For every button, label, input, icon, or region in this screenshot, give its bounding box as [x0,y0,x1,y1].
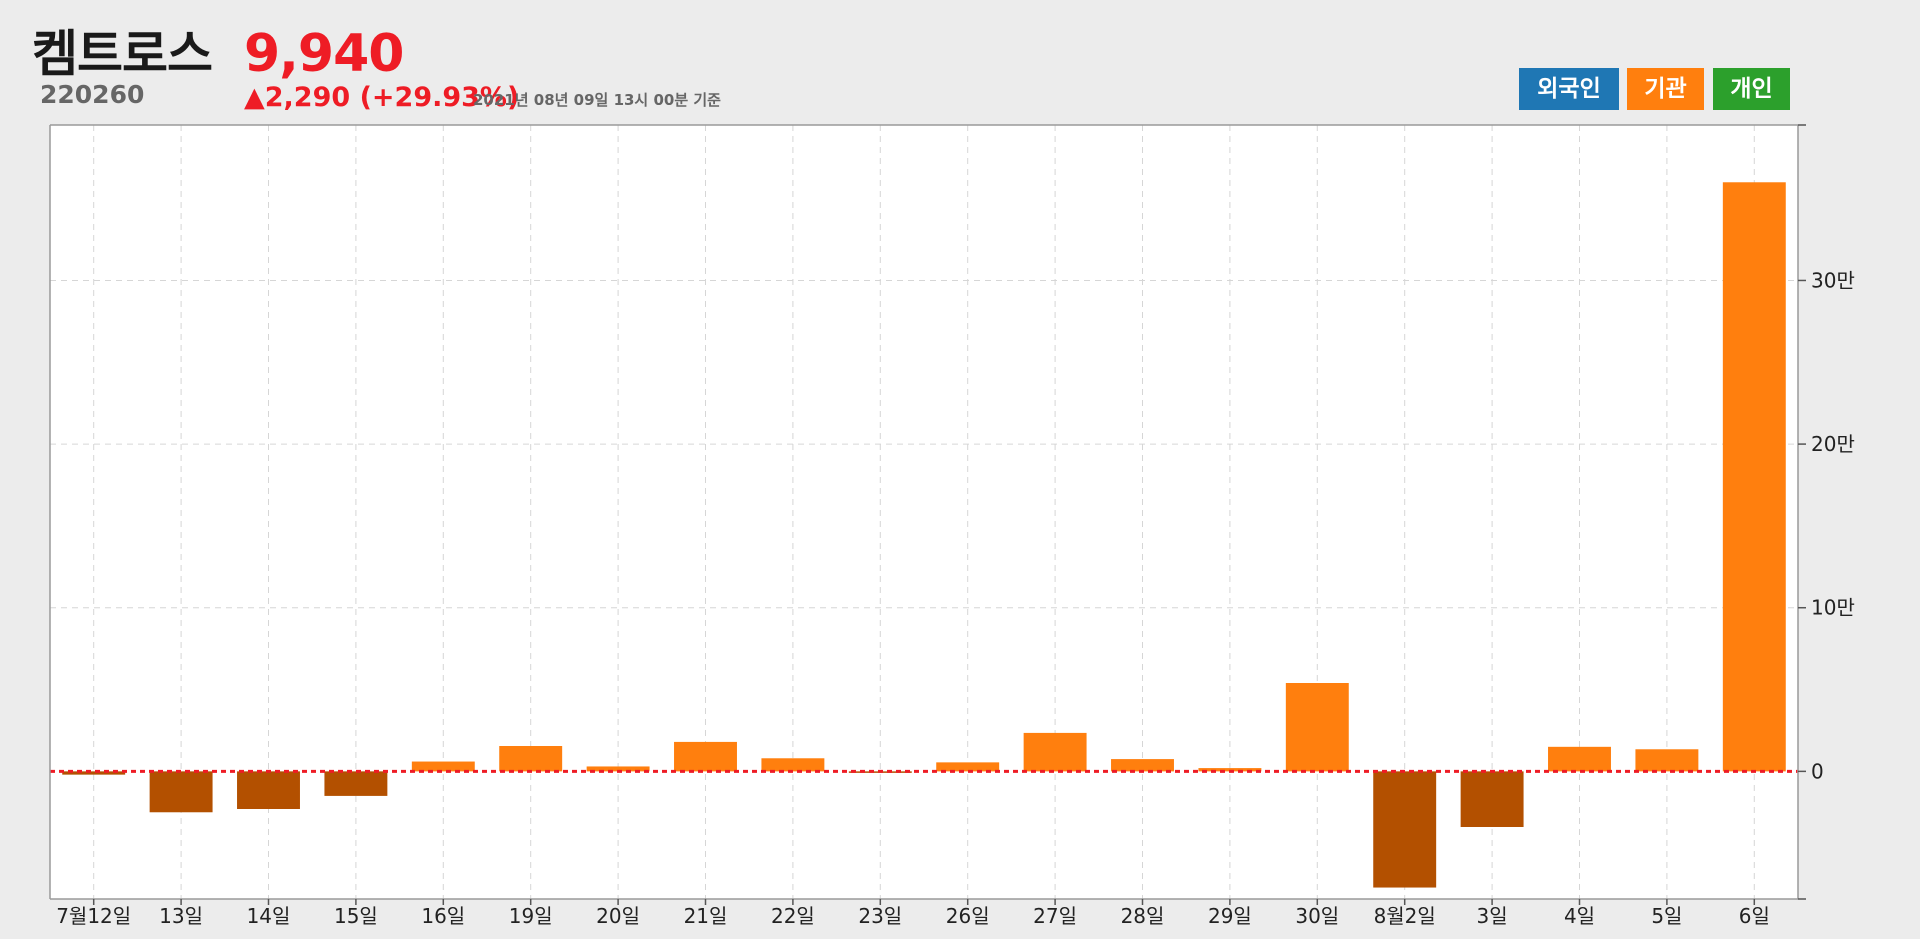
bar [1548,746,1611,772]
bar [1635,749,1699,772]
bar [936,762,1000,772]
legend-institution[interactable]: 기관 [1627,68,1704,110]
y-tick-label: 20만 [1811,432,1855,456]
bar [761,758,825,772]
bar [1198,768,1262,772]
bar [62,771,126,775]
bar [411,761,475,772]
x-tick-label: 13일 [159,904,203,928]
bar [1023,732,1087,772]
x-tick-label: 3일 [1477,904,1508,928]
legend-foreign[interactable]: 외국인 [1519,68,1619,110]
stock-name: 켐트로스 [32,25,213,83]
bar [674,741,737,772]
x-tick-label: 27일 [1033,904,1077,928]
x-tick-label: 7월12일 [56,904,131,928]
bar [1111,759,1174,772]
bar [1460,771,1524,827]
bar [237,771,300,809]
x-tick-label: 6일 [1739,904,1770,928]
stock-change: ▲2,290 (+29.93%) [244,82,520,113]
bar [1285,683,1349,772]
x-tick-label: 29일 [1208,904,1252,928]
bar [586,766,650,772]
x-tick-label: 30일 [1295,904,1339,928]
bar [1373,771,1437,888]
x-tick-label: 14일 [247,904,291,928]
x-tick-label: 21일 [684,904,728,928]
stock-timestamp: 2021년 08년 09일 13시 00분 기준 [473,91,721,109]
x-tick-label: 28일 [1121,904,1165,928]
bar [1722,182,1786,772]
x-tick-label: 26일 [946,904,990,928]
x-tick-label: 23일 [858,904,902,928]
plot-area [50,125,1798,899]
bar [149,771,213,813]
stock-price: 9,940 [244,24,404,84]
x-tick-label: 16일 [421,904,465,928]
x-tick-label: 22일 [771,904,815,928]
x-tick-label: 4일 [1564,904,1595,928]
bar [499,746,563,772]
x-tick-label: 8월2일 [1374,904,1436,928]
bar [324,771,388,796]
legend-individual[interactable]: 개인 [1713,68,1790,110]
x-tick-label: 15일 [334,904,378,928]
stock-code: 220260 [40,80,145,109]
x-tick-label: 5일 [1651,904,1682,928]
y-tick-label: 30만 [1811,268,1855,292]
y-tick-label: 10만 [1811,596,1855,620]
x-tick-label: 20일 [596,904,640,928]
x-tick-label: 19일 [509,904,553,928]
y-tick-label: 0 [1811,759,1824,783]
